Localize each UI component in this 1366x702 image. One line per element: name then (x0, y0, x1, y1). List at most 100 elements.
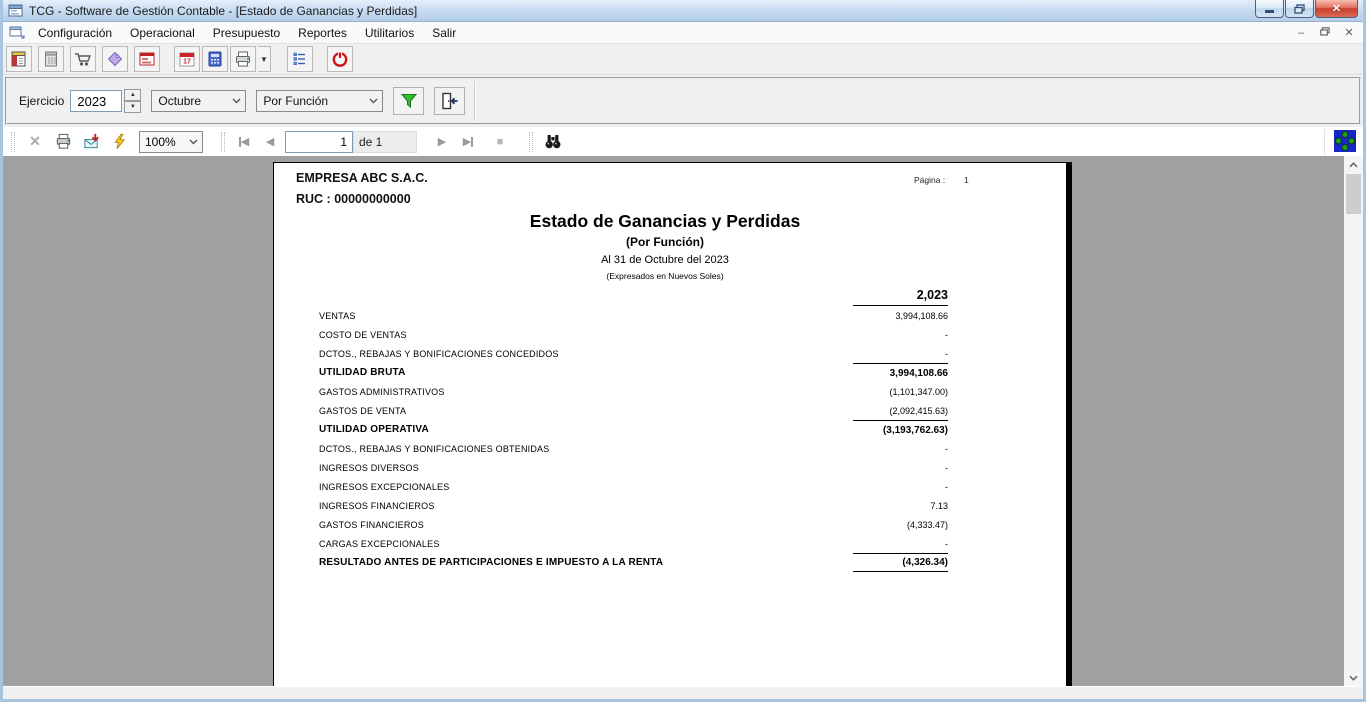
minimize-icon (1265, 10, 1274, 13)
toolbar-grip[interactable] (221, 131, 225, 152)
table-row: COSTO DE VENTAS - (319, 325, 948, 344)
currency-note: (Expresados en Nuevos Soles) (606, 271, 724, 281)
first-page-icon (238, 136, 241, 147)
row-value: (3,193,762.63) (853, 420, 948, 439)
refresh-report-button[interactable] (107, 130, 131, 154)
next-page-button[interactable]: ▶ (437, 136, 447, 148)
child-restore-icon (1320, 26, 1330, 36)
chevron-down-icon (369, 98, 378, 104)
page-number-input[interactable] (285, 130, 353, 153)
report-period: Al 31 de Octubre del 2023 (601, 254, 729, 266)
menu-presupuesto[interactable]: Presupuesto (212, 25, 281, 40)
row-label: DCTOS., REBAJAS Y BONIFICACIONES OBTENID… (319, 443, 550, 454)
form-button[interactable] (134, 46, 160, 72)
child-close-button[interactable]: ✕ (1344, 27, 1354, 39)
last-page-button[interactable]: ▶ (462, 136, 474, 148)
first-page-button[interactable]: ◀ (238, 136, 250, 148)
list-button[interactable] (287, 46, 313, 72)
cancel-report-button[interactable]: ✕ (23, 130, 47, 154)
child-restore-button[interactable] (1317, 26, 1333, 39)
vertical-scrollbar[interactable] (1344, 156, 1363, 686)
page-label: Página : (914, 175, 946, 185)
calculator-button[interactable] (202, 46, 228, 72)
chevron-down-icon (1349, 675, 1358, 681)
ejercicio-spinner[interactable]: ▲ ▼ (124, 89, 142, 113)
zoom-select[interactable]: 100% (139, 130, 203, 153)
viewer-logo-button[interactable] (1324, 129, 1357, 158)
lightning-icon (113, 133, 125, 149)
apply-filter-button[interactable] (393, 87, 425, 115)
form-icon (139, 52, 155, 66)
print-button[interactable] (230, 46, 256, 72)
menu-reportes[interactable]: Reportes (298, 25, 347, 40)
list-icon (293, 52, 305, 65)
table-row: DCTOS., REBAJAS Y BONIFICACIONES CONCEDI… (319, 344, 948, 363)
viewer-logo-icon (1334, 130, 1356, 152)
binoculars-icon (545, 134, 561, 148)
ejercicio-input[interactable] (70, 90, 123, 112)
filter-funnel-icon (400, 94, 417, 109)
menu-configuracion[interactable]: Configuración (38, 25, 113, 40)
cancel-icon: ✕ (29, 133, 41, 149)
menu-salir[interactable]: Salir (432, 25, 457, 40)
minimize-button[interactable] (1255, 0, 1284, 18)
row-value: - (945, 538, 948, 549)
table-row: GASTOS DE VENTA (2,092,415.63) (319, 401, 948, 420)
row-value: - (945, 481, 948, 492)
close-button[interactable]: ✕ (1315, 0, 1358, 18)
cabinet-button[interactable] (38, 46, 64, 72)
calendar-icon: 17 (179, 52, 195, 67)
printer-icon (56, 133, 70, 149)
report-viewport: EMPRESA ABC S.A.C. RUC : 00000000000 Pág… (3, 156, 1363, 686)
tag-button[interactable] (102, 46, 128, 72)
toolbar-grip[interactable] (11, 131, 15, 152)
ejercicio-label: Ejercicio (19, 94, 65, 108)
table-row: INGRESOS FINANCIEROS 7.13 (319, 496, 948, 515)
child-window-icon[interactable] (9, 25, 25, 40)
report-type-selected-value: Por Función (263, 94, 329, 108)
print-report-button[interactable] (51, 130, 75, 154)
scroll-down-button[interactable] (1344, 669, 1363, 686)
report-type-select[interactable]: Por Función (256, 90, 384, 112)
purchases-button[interactable] (70, 46, 96, 72)
search-text-button[interactable] (541, 130, 565, 154)
last-page-icon (471, 136, 474, 147)
spin-down-icon[interactable]: ▼ (124, 101, 142, 113)
row-label: INGRESOS EXCEPCIONALES (319, 481, 450, 492)
stop-loading-button[interactable]: ■ (496, 135, 504, 148)
row-label: VENTAS (319, 310, 356, 321)
year-column-header: 2,023 (853, 285, 948, 306)
calendar-button[interactable]: 17 (174, 46, 200, 72)
restore-button[interactable] (1285, 0, 1314, 18)
toolbar-grip[interactable] (529, 131, 533, 152)
cabinet-icon (45, 51, 57, 67)
child-minimize-button[interactable]: – (1297, 26, 1305, 39)
row-value: 7.13 (930, 500, 948, 511)
previous-page-button[interactable]: ◀ (265, 136, 275, 148)
table-row-result: RESULTADO ANTES DE PARTICIPACIONES E IMP… (319, 553, 948, 572)
toolbar-separator (474, 81, 477, 121)
exit-button[interactable] (327, 46, 353, 72)
company-ruc: RUC : 00000000000 (296, 192, 411, 206)
report-page: EMPRESA ABC S.A.C. RUC : 00000000000 Pág… (273, 162, 1072, 686)
exit-door-icon (442, 92, 458, 110)
row-value: - (945, 443, 948, 454)
menu-utilitarios[interactable]: Utilitarios (364, 25, 415, 40)
scrollbar-thumb[interactable] (1346, 174, 1361, 214)
month-select[interactable]: Octubre (151, 90, 247, 112)
export-icon (83, 133, 99, 149)
spin-up-icon[interactable]: ▲ (124, 89, 142, 101)
ledger-button[interactable] (6, 46, 32, 72)
power-off-icon (332, 52, 348, 67)
print-dropdown-button[interactable]: ▼ (258, 46, 271, 72)
row-value: (2,092,415.63) (889, 405, 948, 416)
row-value: 3,994,108.66 (853, 363, 948, 382)
row-value: 3,994,108.66 (895, 310, 948, 321)
scroll-up-button[interactable] (1344, 156, 1363, 173)
close-report-button[interactable] (434, 87, 466, 115)
menu-operacional[interactable]: Operacional (130, 25, 195, 40)
table-row: INGRESOS DIVERSOS - (319, 458, 948, 477)
row-value: (4,326.34) (853, 553, 948, 572)
export-report-button[interactable] (79, 130, 103, 154)
